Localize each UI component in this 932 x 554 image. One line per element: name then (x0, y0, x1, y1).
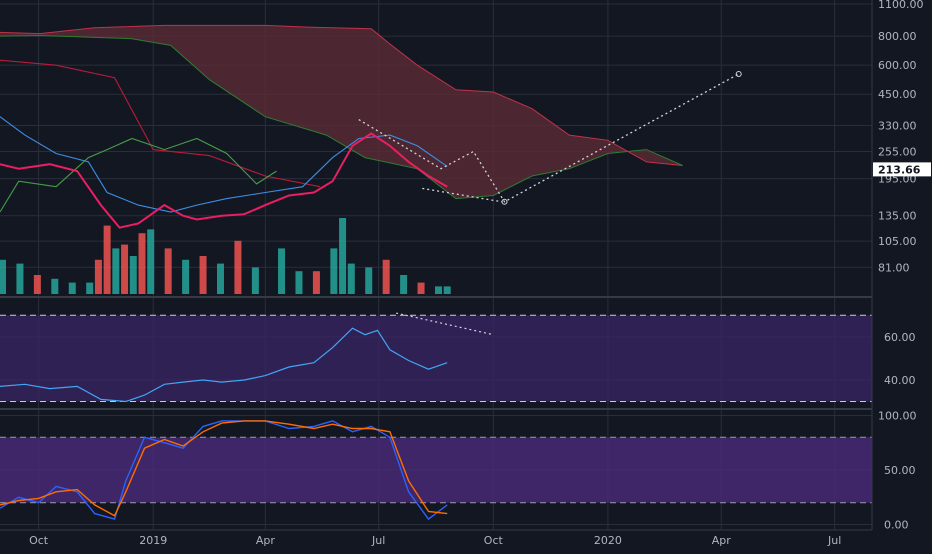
volume-bar (164, 248, 172, 294)
volume-bar (138, 233, 146, 294)
projection-arm (422, 187, 503, 203)
volume-bar (121, 244, 129, 294)
base-line-series (0, 59, 321, 188)
volume-bar (234, 240, 242, 294)
projection-path (358, 73, 740, 203)
y-axis-strip (872, 0, 932, 550)
projection-target-marker (735, 70, 742, 77)
x-tick-label: Apr (712, 534, 732, 547)
rsi-tick-label: 60.00 (884, 331, 916, 344)
volume-bar (16, 263, 24, 294)
volume-bar (417, 282, 425, 294)
volume-bar (129, 256, 137, 294)
stochastic-tick-label: 0.00 (884, 519, 909, 532)
volume-bar (434, 286, 442, 294)
stochastic-tick-label: 50.00 (884, 464, 916, 477)
volume-bar (400, 275, 408, 294)
price-tick-label: 800.00 (878, 30, 917, 43)
price-tick-label: 330.00 (878, 120, 917, 133)
volume-bar (295, 271, 303, 294)
projection-layer (358, 70, 742, 336)
volume-bar (94, 259, 102, 294)
volume-bar (147, 229, 155, 294)
price-tick-label: 600.00 (878, 59, 917, 72)
rsi-tick-label: 40.00 (884, 374, 916, 387)
volume-bar (112, 248, 120, 294)
x-tick-label: Oct (484, 534, 504, 547)
ichimoku-cloud-fill (0, 25, 683, 199)
volume-bar (33, 275, 41, 294)
volume-bar (347, 263, 355, 294)
projection-pivot-marker (501, 198, 508, 205)
rsi-projection-line (396, 312, 494, 336)
x-tick-label: Oct (29, 534, 49, 547)
indicator-lines-layer (0, 59, 448, 521)
x-tick-label: 2019 (139, 534, 167, 547)
price-series (0, 132, 448, 229)
lagging-span-series (0, 137, 277, 213)
stochastic-k-series (0, 420, 448, 521)
price-tick-label: 1100.00 (878, 0, 924, 11)
x-tick-label: Jul (371, 534, 385, 547)
volume-bar (382, 259, 390, 294)
volume-bar (68, 282, 76, 294)
conversion-line-series (0, 116, 448, 213)
rsi-series (0, 327, 448, 403)
volume-bar (339, 218, 347, 294)
price-tick-label: 81.00 (878, 261, 910, 274)
rsi-band-fill (0, 315, 872, 402)
cloud-upper-line (0, 24, 683, 166)
price-tick-label: 450.00 (878, 88, 917, 101)
price-tick-label: 135.00 (878, 210, 917, 223)
volume-bar (443, 286, 451, 294)
last-price-label: 213.66 (878, 163, 921, 176)
volume-bar (312, 271, 320, 294)
volume-bar (51, 278, 59, 294)
volume-bar (86, 282, 94, 294)
stochastic-d-series (0, 420, 448, 517)
volume-bar (199, 256, 207, 294)
ichimoku-cloud-layer (0, 24, 683, 200)
volume-bar (216, 263, 224, 294)
cloud-lower-line (0, 34, 683, 200)
volume-bar (330, 248, 338, 294)
price-tick-label: 105.00 (878, 235, 917, 248)
volume-bar (0, 259, 6, 294)
volume-layer (0, 218, 451, 294)
x-tick-label: 2020 (594, 534, 622, 547)
x-tick-label: Jul (827, 534, 841, 547)
x-tick-label: Apr (256, 534, 276, 547)
last-price-tag (873, 162, 931, 177)
volume-bar (365, 267, 373, 294)
volume-bar (182, 259, 190, 294)
price-tick-label: 255.00 (878, 146, 917, 159)
volume-bar (251, 267, 259, 294)
indicator-bands-layer (0, 314, 872, 504)
x-axis-strip (0, 530, 932, 550)
stochastic-tick-label: 100.00 (878, 409, 917, 422)
volume-bar (103, 225, 111, 294)
volume-bar (278, 248, 286, 294)
